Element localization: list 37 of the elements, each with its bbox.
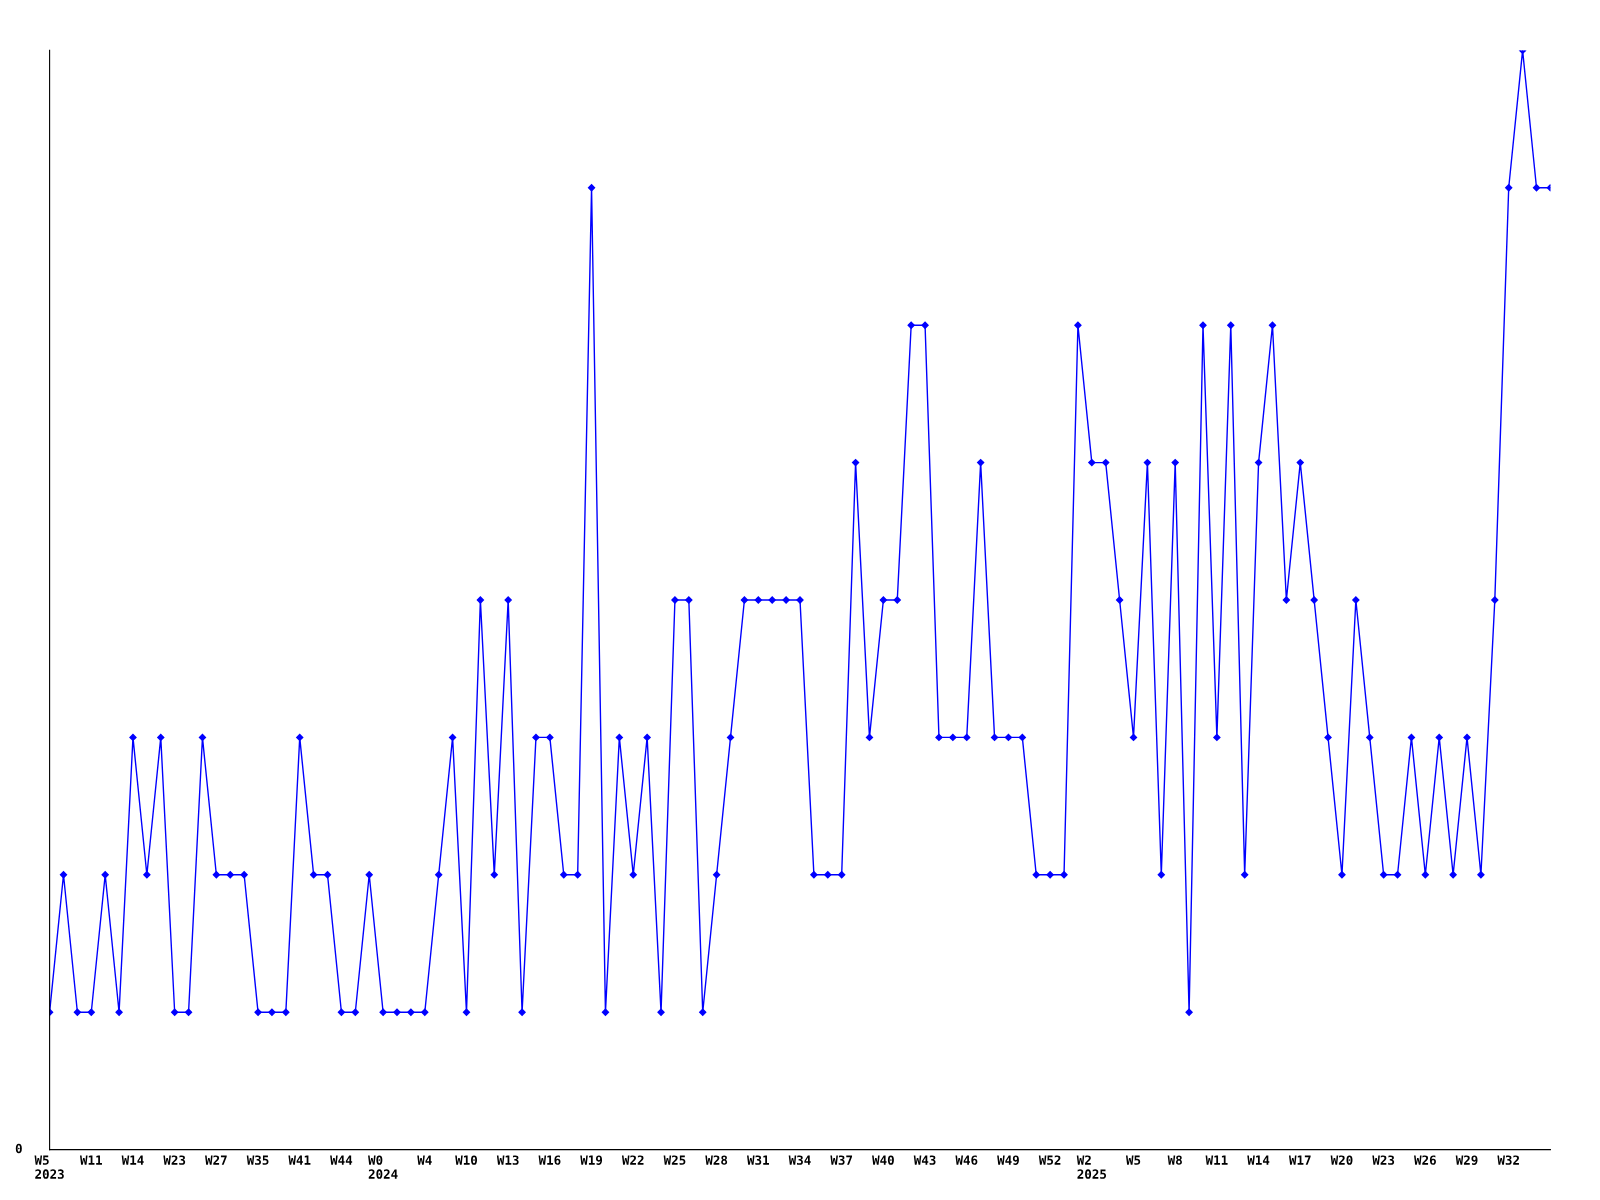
x-tick-label: W49 (997, 1155, 1019, 1165)
text: 0 (15, 1143, 22, 1154)
x-tick-label: W11 (1205, 1155, 1228, 1165)
x-tick-label: W23 (1372, 1155, 1395, 1165)
x-tick-label: W35 (246, 1155, 269, 1165)
x-tick-label: W17 (1288, 1155, 1311, 1165)
x-tick-label: W40 (872, 1155, 894, 1165)
x-tick-label: W23 (163, 1155, 186, 1165)
x-tick-label: W0 2024 (368, 1155, 398, 1179)
x-tick-label: W8 (1167, 1155, 1182, 1165)
x-tick-label: W5 (1125, 1155, 1141, 1165)
x-tick-label: W16 (538, 1155, 561, 1165)
x-tick-label: W26 (1414, 1155, 1436, 1165)
x-tick-label: W46 (955, 1155, 978, 1165)
x-tick-label: W52 (1038, 1155, 1061, 1165)
x-tick-label: W27 (205, 1155, 227, 1165)
x-tick-label: W44 (330, 1155, 353, 1165)
x-tick-label: W19 (580, 1155, 603, 1165)
x-tick-label: W32 (1497, 1155, 1519, 1165)
x-tick-label: W10 (455, 1155, 478, 1165)
x-tick-label: W43 (913, 1155, 936, 1165)
x-tick-label: W14 (1247, 1155, 1270, 1165)
x-tick-label: W28 (705, 1155, 728, 1165)
x-tick-label: W4 (417, 1155, 432, 1165)
x-tick-label: W41 (288, 1155, 311, 1165)
x-tick-label: W29 (1455, 1155, 1478, 1165)
x-tick-label: W5 2023 (34, 1155, 64, 1179)
x-tick-label: W37 (830, 1155, 853, 1165)
x-tick-label: W13 (496, 1155, 519, 1165)
x-tick-label: W11 (80, 1155, 102, 1165)
x-tick-label: W14 (121, 1155, 144, 1165)
x-tick-label: W22 (621, 1155, 644, 1165)
x-tick-label: W2 2025 (1076, 1155, 1107, 1179)
x-tick-label: W34 (788, 1155, 811, 1165)
x-tick-label: W25 (663, 1155, 686, 1165)
x-tick-label: W31 (747, 1155, 769, 1165)
x-tick-label: W20 (1330, 1155, 1353, 1165)
